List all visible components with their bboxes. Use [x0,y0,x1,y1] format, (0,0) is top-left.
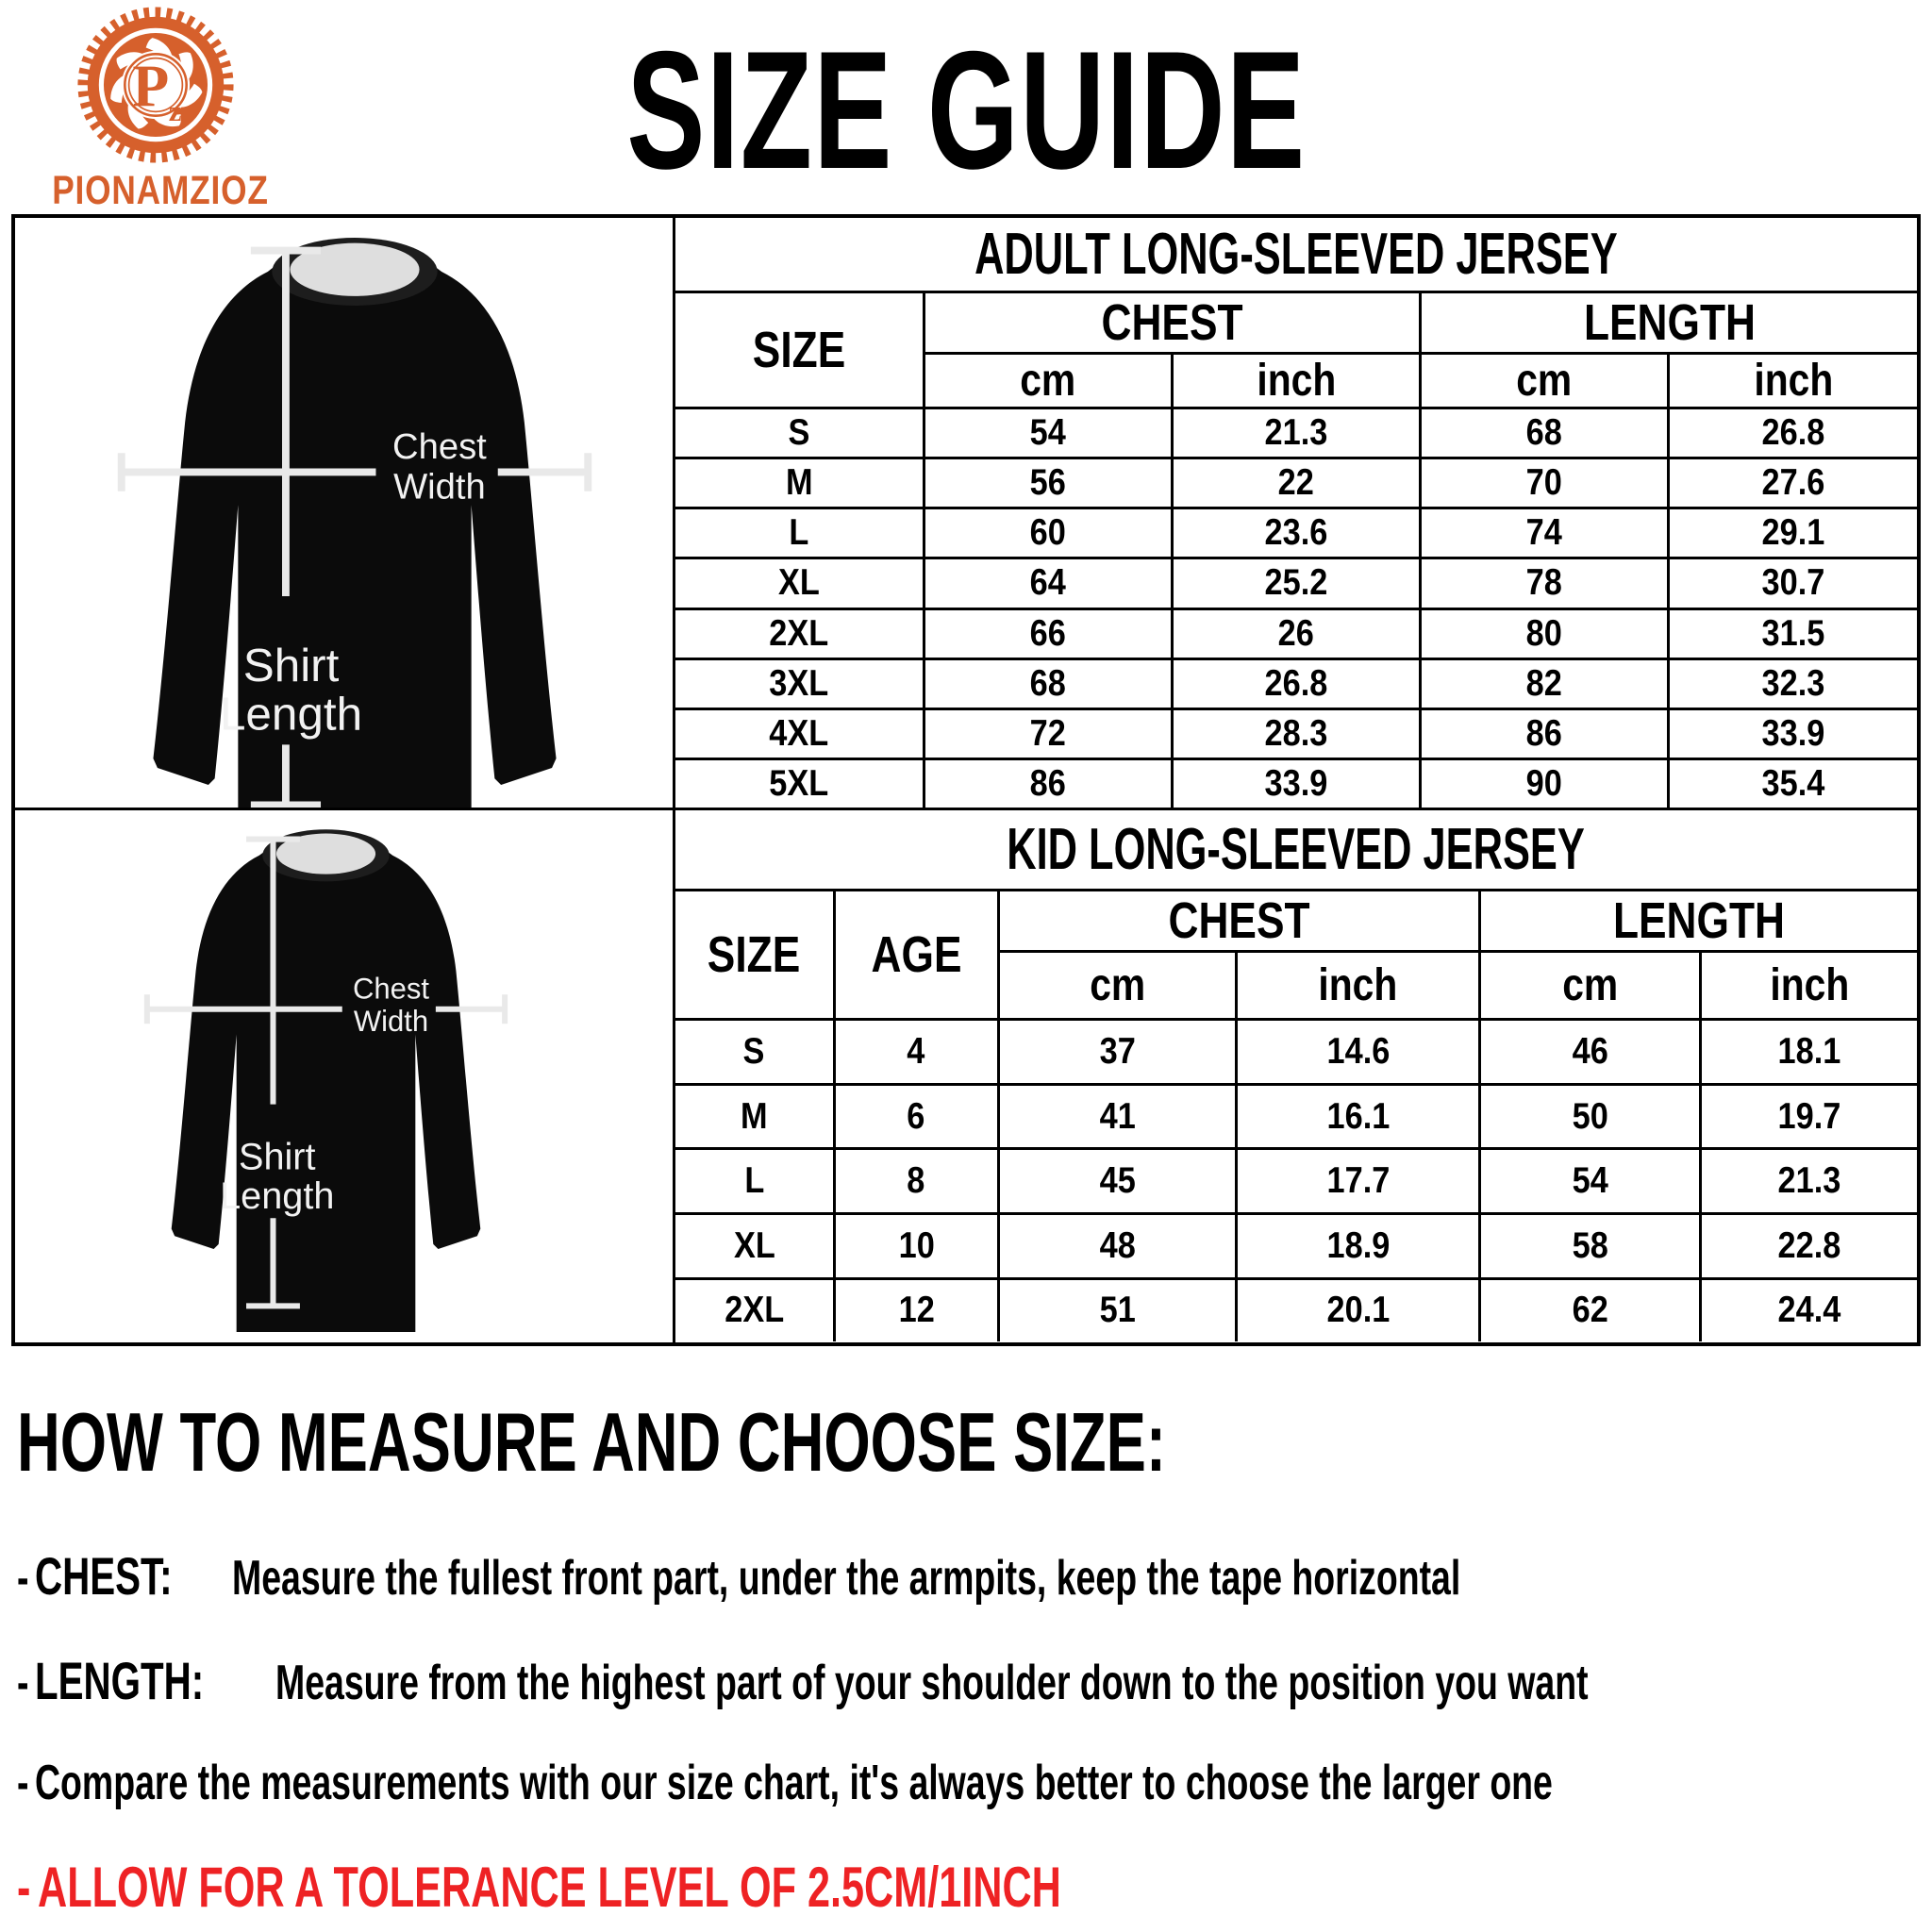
kid-shirt-diagram: Chest Width Shirt Length [15,810,675,1342]
svg-text:Width: Width [393,467,486,508]
page-title: SIZE GUIDE [625,16,1307,204]
logo-monogram-z: z [169,94,182,127]
table-row: XL 64 25.2 78 30.7 [675,557,1917,610]
kid-size-table: SIZE AGE CHEST LENGTH cm inch cm inch S … [675,890,1917,1342]
measurement-lines [117,246,592,808]
unit-cell: inch [1699,950,1917,1021]
instruction-chest: - CHEST: Measure the fullest front part, u… [17,1546,1460,1606]
table-row: 2XL 12 51 20.1 62 24.4 [675,1276,1917,1342]
instruction-tolerance: - ALLOW FOR A TOLERANCE LEVEL OF 2.5CM/1I… [17,1856,1061,1919]
chest-header-cell: CHEST [922,291,1423,355]
size-chart-box: Chest Width Shirt Length ADULT LONG-SLEE… [11,214,1921,1346]
adult-size-table: SIZE CHEST LENGTH cm inch cm inch S 54 2… [675,291,1917,808]
adult-size-table-section: ADULT LONG-SLEEVED JERSEY SIZE CHEST LEN… [675,218,1917,810]
kid-shirt-image: Chest Width Shirt Length [143,829,508,1332]
instruction-length: - LENGTH: Measure from the highest part of… [17,1651,1589,1710]
table-row: 4XL 72 28.3 86 33.9 [675,707,1917,760]
unit-cell: inch [1667,352,1917,409]
table-row: 3XL 68 26.8 82 32.3 [675,657,1917,710]
svg-text:Length: Length [220,689,362,741]
adult-shirt-diagram: Chest Width Shirt Length [15,218,675,810]
length-header-cell: LENGTH [1478,890,1917,953]
how-to-measure-section: HOW TO MEASURE AND CHOOSE SIZE: - CHEST: M… [17,1394,1917,1932]
table-row: 5XL 86 33.9 90 35.4 [675,757,1917,808]
logo-monogram-p: P [132,52,169,119]
kid-size-table-section: KID LONG-SLEEVED JERSEY SIZE AGE CHEST L… [675,810,1917,1342]
table-row: S 4 37 14.6 46 18.1 [675,1018,1917,1086]
table-unit-row: cm inch cm inch [675,950,1917,1021]
size-header-cell: SIZE [675,291,925,409]
age-header-cell: AGE [832,890,1000,1021]
chest-header-cell: CHEST [996,890,1482,953]
length-header-cell: LENGTH [1419,291,1917,355]
unit-cell: inch [1235,950,1482,1021]
table-unit-row: cm inch cm inch [675,352,1917,409]
table-row: 2XL 66 26 80 31.5 [675,607,1917,660]
unit-cell: inch [1170,352,1423,409]
size-header-cell: SIZE [675,890,836,1021]
measurement-lines [143,836,508,1309]
adult-shirt-image: Chest Width Shirt Length [117,238,592,808]
adult-table-title: ADULT LONG-SLEEVED JERSEY [675,218,1917,293]
shirt-length-label: Shirt [243,640,340,691]
table-header-row: SIZE AGE CHEST LENGTH [675,890,1917,1021]
unit-cell: cm [922,352,1174,409]
svg-text:Width: Width [354,1005,428,1038]
chest-width-label: Chest [392,426,487,467]
table-row: XL 10 48 18.9 58 22.8 [675,1212,1917,1280]
shirt-length-label: Shirt [239,1137,316,1178]
kid-table-title: KID LONG-SLEEVED JERSEY [675,810,1917,891]
brand-logo: P z PIONAMZIOZ [28,4,283,214]
table-row: L 60 23.6 74 29.1 [675,507,1917,560]
instructions-heading: HOW TO MEASURE AND CHOOSE SIZE: [17,1395,1166,1489]
instruction-compare: - Compare the measurements with our size … [17,1756,1554,1810]
table-header-row: SIZE CHEST LENGTH [675,291,1917,409]
sprocket-logo-icon: P z [77,7,234,163]
table-row: S 54 21.3 68 26.8 [675,406,1917,460]
table-row: L 8 45 17.7 54 21.3 [675,1147,1917,1216]
brand-name: PIONAMZIOZ [52,168,269,213]
unit-cell: cm [996,950,1239,1021]
chest-width-label: Chest [353,973,429,1006]
svg-text:Length: Length [220,1175,334,1217]
table-row: M 56 22 70 27.6 [675,457,1917,510]
unit-cell: cm [1478,950,1703,1021]
table-row: M 6 41 16.1 50 19.7 [675,1082,1917,1151]
unit-cell: cm [1419,352,1671,409]
